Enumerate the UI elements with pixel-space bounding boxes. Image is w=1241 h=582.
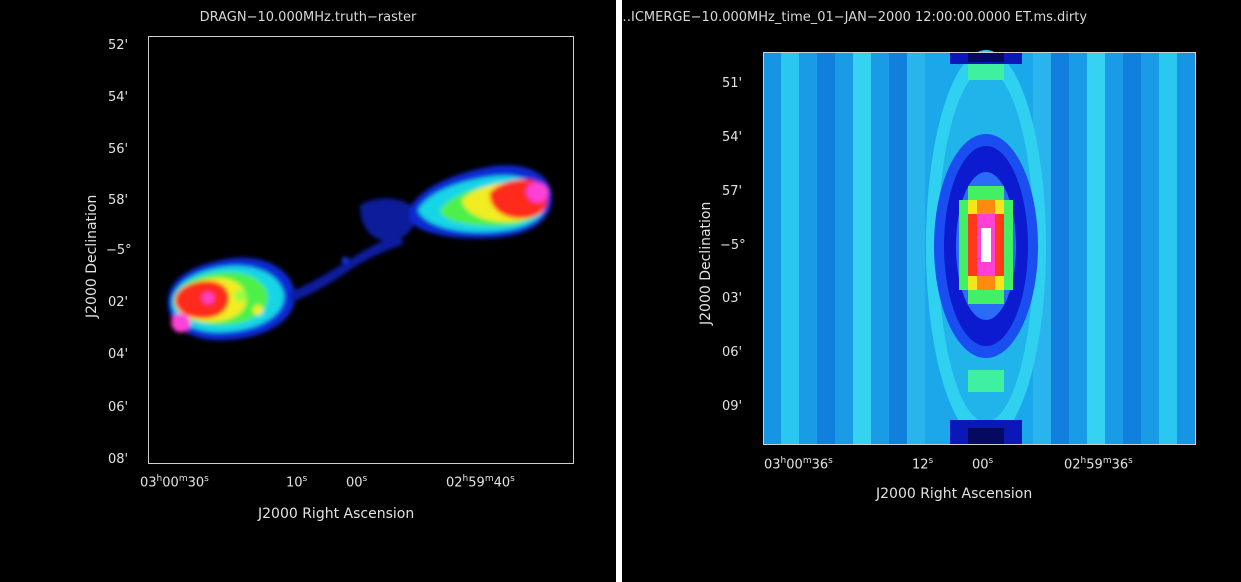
left-image-canvas bbox=[167, 165, 552, 341]
right-panel-title: …ICMERGE−10.000MHz_time_01−JAN−2000 12:0… bbox=[622, 10, 1088, 25]
right-vertical-bands bbox=[763, 52, 1196, 445]
right-xlabel: J2000 Right Ascension bbox=[876, 486, 1033, 502]
left-ytick: 04' bbox=[108, 347, 129, 362]
left-image-panel: DRAGN−10.000MHz.truth−raster bbox=[0, 0, 616, 582]
left-plot-frame bbox=[148, 36, 574, 464]
right-xtick: 12s bbox=[912, 456, 934, 473]
left-xtick: 03h00m30s bbox=[140, 474, 209, 491]
jet-diffuse bbox=[290, 235, 404, 302]
right-ytick: −5° bbox=[720, 238, 746, 253]
right-xtick: 02h59m36s bbox=[1064, 456, 1133, 473]
left-lobe-magenta bbox=[171, 313, 191, 333]
right-xtick: 03h00m36s bbox=[764, 456, 833, 473]
right-ytick: 54' bbox=[722, 130, 743, 145]
right-ytick: 51' bbox=[722, 76, 743, 91]
right-xtick: 00s bbox=[972, 456, 994, 473]
left-ytick: 06' bbox=[108, 400, 129, 415]
right-central-peak bbox=[959, 186, 1013, 304]
left-xlabel: J2000 Right Ascension bbox=[258, 506, 415, 522]
left-xtick: 00s bbox=[346, 474, 368, 491]
left-panel-title: DRAGN−10.000MHz.truth−raster bbox=[199, 10, 417, 25]
right-plot-frame bbox=[763, 52, 1196, 445]
left-ytick: 58' bbox=[108, 193, 129, 208]
left-ytick: 52' bbox=[108, 38, 129, 53]
right-image-canvas bbox=[763, 50, 1196, 445]
right-ylabel: J2000 Declination bbox=[698, 201, 714, 325]
left-ylabel: J2000 Declination bbox=[84, 194, 100, 318]
right-image-panel: …ICMERGE−10.000MHz_time_01−JAN−2000 12:0… bbox=[622, 0, 1241, 582]
left-lobe-red bbox=[175, 280, 230, 319]
left-ytick: −5° bbox=[106, 243, 132, 258]
right-ytick: 09' bbox=[722, 399, 743, 414]
right-ytick: 06' bbox=[722, 345, 743, 360]
right-ytick: 57' bbox=[722, 184, 743, 199]
left-xtick: 02h59m40s bbox=[446, 474, 515, 491]
left-ytick: 54' bbox=[108, 90, 129, 105]
left-ytick: 56' bbox=[108, 142, 129, 157]
right-lobe-magenta bbox=[526, 182, 549, 203]
left-ytick: 08' bbox=[108, 452, 129, 467]
left-xtick: 10s bbox=[286, 474, 308, 491]
right-ytick: 03' bbox=[722, 291, 743, 306]
left-ytick: 02' bbox=[108, 295, 129, 310]
